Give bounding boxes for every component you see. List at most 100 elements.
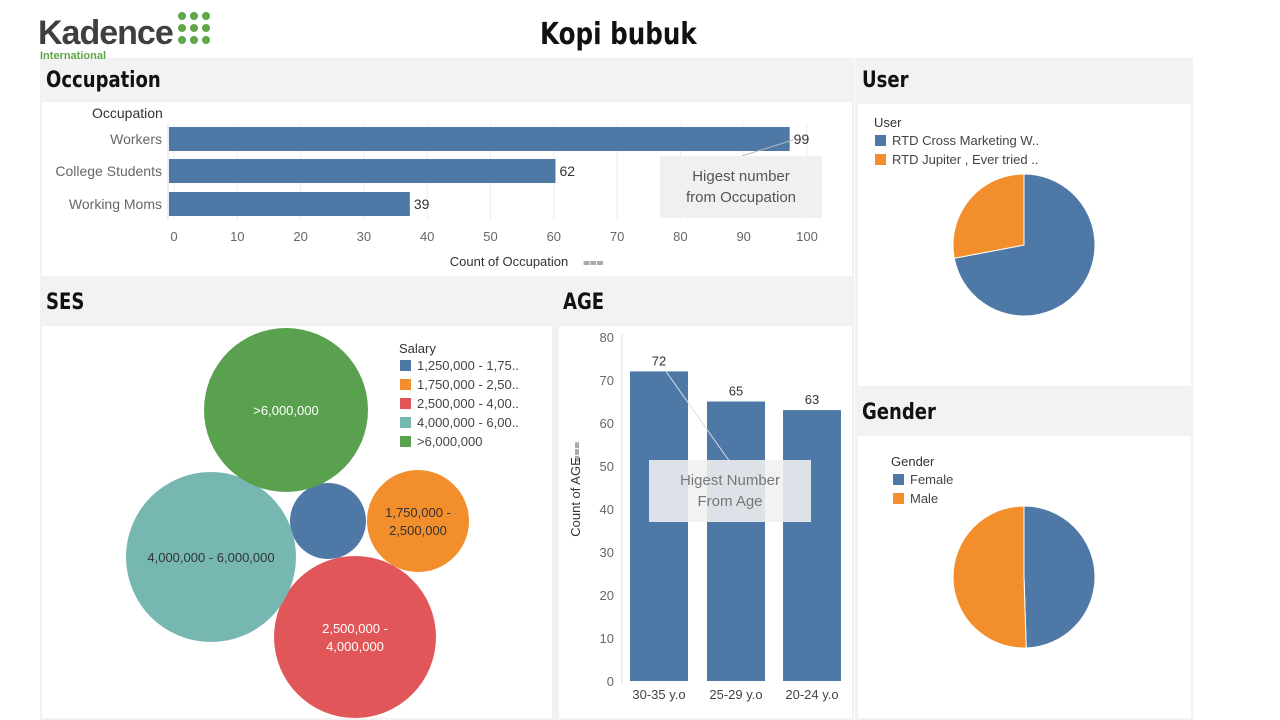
age-y-tick-label: 10 xyxy=(600,631,614,646)
ses-bubble-label: >6,000,000 xyxy=(253,403,318,418)
occupation-bar xyxy=(169,127,790,151)
occupation-bar-value-label: 99 xyxy=(794,131,810,147)
user-pie-slice xyxy=(952,173,1025,259)
legend-swatch xyxy=(400,436,411,447)
ses-bubble-label: 2,500,000 - xyxy=(322,621,388,636)
gender-pie-slice xyxy=(952,505,1027,649)
ses-bubble-label: 4,000,000 - 6,000,000 xyxy=(147,550,274,565)
user-pie-slice xyxy=(953,173,1096,317)
legend-swatch xyxy=(400,398,411,409)
sort-icon: ⩶ xyxy=(583,255,604,269)
occupation-annotation: Higest number from Occupation xyxy=(660,156,822,218)
user-legend-title: User xyxy=(874,115,902,130)
logo-text: Kadence xyxy=(38,14,174,52)
legend-swatch xyxy=(875,135,886,146)
legend-swatch xyxy=(400,379,411,390)
occupation-x-tick-label: 100 xyxy=(796,229,818,244)
age-y-tick-label: 0 xyxy=(607,674,614,689)
user-legend-item: RTD Jupiter , Ever tried .. xyxy=(875,152,1038,167)
age-bar xyxy=(707,401,765,681)
occupation-x-tick-label: 40 xyxy=(420,229,434,244)
age-bar-value-label: 72 xyxy=(652,353,666,368)
age-title: AGE xyxy=(563,290,605,315)
ses-legend-item: 4,000,000 - 6,00.. xyxy=(400,415,519,430)
ses-bubble-label: 1,750,000 - xyxy=(385,505,451,520)
age-y-tick-label: 60 xyxy=(600,416,614,431)
legend-swatch xyxy=(893,474,904,485)
age-category-label: 20-24 y.o xyxy=(785,687,838,702)
user-legend-label: RTD Cross Marketing W.. xyxy=(892,133,1040,148)
occupation-annotation-line2: from Occupation xyxy=(685,189,797,206)
age-y-tick-label: 80 xyxy=(600,330,614,345)
occupation-bar xyxy=(169,192,410,216)
occupation-row-header: Occupation xyxy=(92,105,163,121)
occupation-category-label: Workers xyxy=(110,131,162,147)
user-legend-label: RTD Jupiter , Ever tried .. xyxy=(892,152,1039,167)
legend-swatch xyxy=(400,360,411,371)
occupation-x-tick-label: 80 xyxy=(673,229,687,244)
age-y-tick-label: 40 xyxy=(600,502,614,517)
user-legend-item: RTD Cross Marketing W.. xyxy=(875,133,1039,148)
gender-legend-item: Male xyxy=(893,491,938,506)
ses-bubble xyxy=(290,483,366,559)
ses-legend-label: >6,000,000 xyxy=(417,434,483,449)
gender-legend-label: Male xyxy=(910,491,939,506)
ses-legend-label: 1,750,000 - 2,50.. xyxy=(417,377,519,392)
occupation-category-label: Working Moms xyxy=(69,196,162,212)
sort-icon: ⩶ xyxy=(569,442,583,463)
age-y-tick-label: 30 xyxy=(600,545,614,560)
gender-legend-item: Female xyxy=(893,472,953,487)
ses-legend-title: Salary xyxy=(399,341,436,356)
age-bar-value-label: 63 xyxy=(805,392,819,407)
occupation-x-tick-label: 30 xyxy=(357,229,371,244)
occupation-x-tick-label: 60 xyxy=(547,229,561,244)
ses-legend-item: 1,250,000 - 1,75.. xyxy=(400,358,519,373)
age-y-tick-label: 70 xyxy=(600,373,614,388)
age-bar xyxy=(783,410,841,681)
legend-swatch xyxy=(875,154,886,165)
ses-bubble-label: 2,500,000 xyxy=(389,523,447,538)
occupation-bar xyxy=(169,159,556,183)
age-annotation: Higest Number From Age xyxy=(649,460,811,522)
age-annotation-leader xyxy=(664,369,731,463)
age-bar-value-label: 65 xyxy=(729,384,743,399)
ses-title: SES xyxy=(46,290,85,315)
age-y-tick-label: 20 xyxy=(600,588,614,603)
age-annotation-line2: From Age xyxy=(697,493,763,510)
ses-bubble xyxy=(274,556,436,718)
occupation-x-tick-label: 90 xyxy=(736,229,750,244)
age-category-label: 30-35 y.o xyxy=(632,687,685,702)
ses-legend-item: >6,000,000 xyxy=(400,434,482,449)
user-title: User xyxy=(862,68,909,93)
ses-bubble-label: 4,000,000 xyxy=(326,639,384,654)
occupation-annotation-line1: Higest number xyxy=(692,168,790,185)
ses-legend-item: 2,500,000 - 4,00.. xyxy=(400,396,519,411)
gender-legend-title: Gender xyxy=(891,454,935,469)
ses-bubble xyxy=(204,328,368,492)
logo-subtitle: International xyxy=(40,50,107,62)
occupation-x-tick-label: 20 xyxy=(293,229,307,244)
occupation-title: Occupation xyxy=(46,68,161,93)
occupation-x-tick-label: 70 xyxy=(610,229,624,244)
occupation-x-axis-label: Count of Occupation xyxy=(450,254,569,269)
age-annotation-line1: Higest Number xyxy=(679,472,781,489)
ses-legend-label: 2,500,000 - 4,00.. xyxy=(417,396,519,411)
occupation-x-tick-label: 50 xyxy=(483,229,497,244)
occupation-category-label: College Students xyxy=(55,163,162,179)
gender-title: Gender xyxy=(862,400,936,425)
ses-legend-item: 1,750,000 - 2,50.. xyxy=(400,377,519,392)
age-bar xyxy=(630,371,688,681)
legend-swatch xyxy=(400,417,411,428)
ses-bubble xyxy=(367,470,469,572)
gender-legend-label: Female xyxy=(910,472,954,487)
legend-swatch xyxy=(893,493,904,504)
ses-legend-label: 1,250,000 - 1,75.. xyxy=(417,358,519,373)
gender-pie-slice xyxy=(1023,505,1096,649)
ses-legend-label: 4,000,000 - 6,00.. xyxy=(417,415,519,430)
age-y-tick-label: 50 xyxy=(600,459,614,474)
age-y-axis-label: Count of AGE xyxy=(568,457,583,537)
